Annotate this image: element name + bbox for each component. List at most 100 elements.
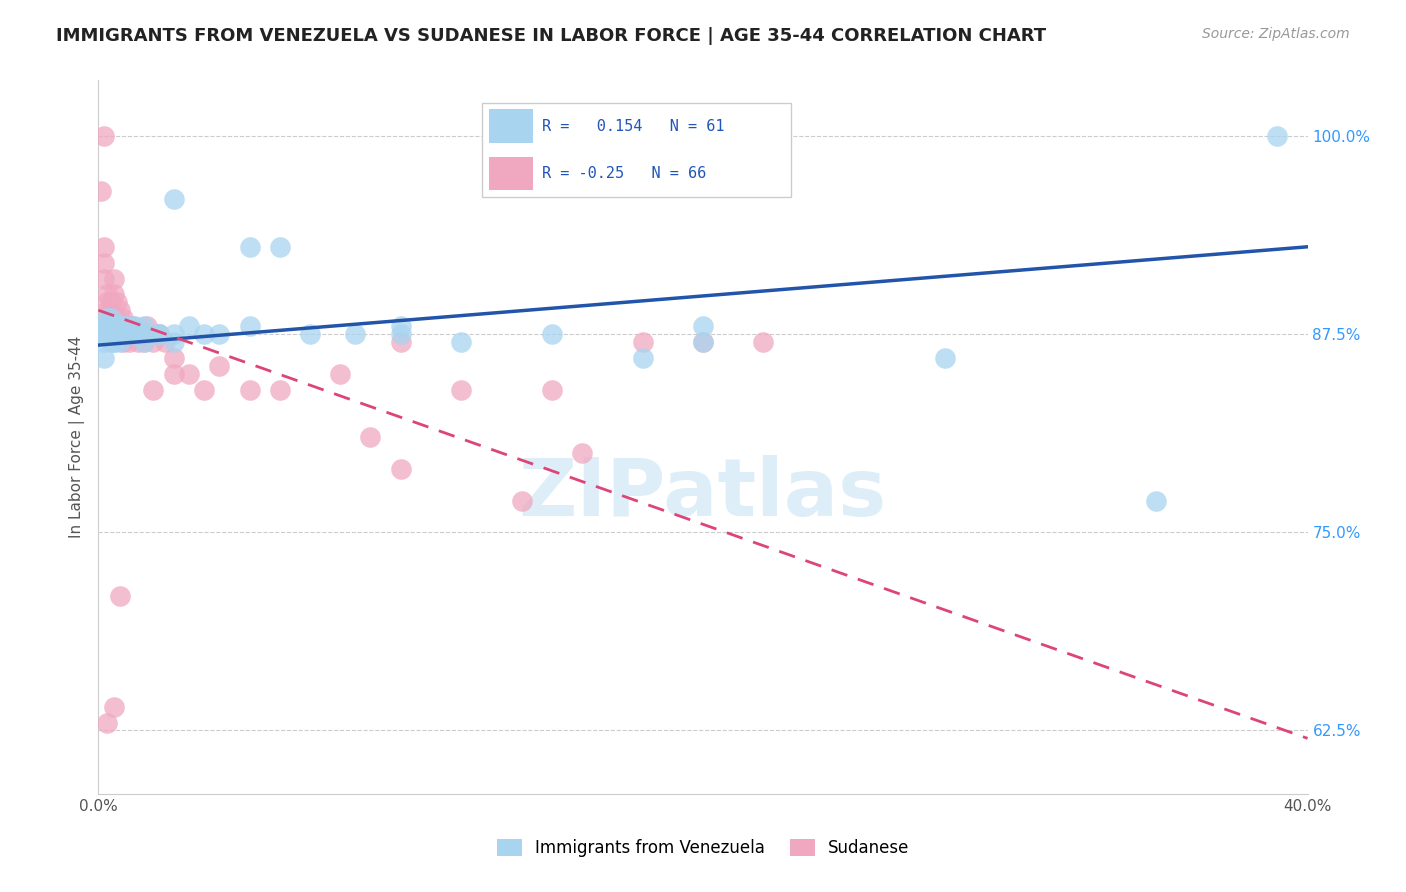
Point (179, 319, 201, 334)
Point (103, 326, 125, 341)
Point (93, 271, 115, 285)
Point (103, 319, 125, 334)
Point (163, 192, 186, 206)
Point (450, 383, 472, 397)
Point (389, 462, 412, 476)
Point (132, 326, 155, 341)
Point (108, 589, 131, 603)
Point (90, 319, 112, 334)
Point (208, 359, 231, 373)
Point (103, 699, 125, 714)
Point (179, 367, 201, 381)
Point (1144, 493, 1167, 508)
Point (93, 351, 115, 365)
Point (692, 334, 714, 349)
Point (103, 287, 125, 301)
Point (139, 326, 162, 341)
Point (93, 240, 115, 254)
Point (118, 334, 141, 349)
Point (111, 334, 134, 349)
Point (118, 326, 141, 341)
Point (103, 271, 125, 285)
Point (148, 326, 170, 341)
Point (105, 326, 128, 341)
Point (571, 446, 593, 460)
Point (90, 319, 112, 334)
Point (389, 319, 412, 334)
Point (96, 326, 118, 341)
Legend: Immigrants from Venezuela, Sudanese: Immigrants from Venezuela, Sudanese (489, 832, 917, 864)
Point (239, 383, 262, 397)
Y-axis label: In Labor Force | Age 35-44: In Labor Force | Age 35-44 (69, 336, 84, 538)
Point (121, 319, 143, 334)
Point (118, 319, 141, 334)
Point (450, 334, 472, 349)
Point (631, 351, 654, 365)
Point (124, 326, 146, 341)
Point (100, 319, 122, 334)
Point (105, 326, 128, 341)
Point (96, 715, 118, 730)
Point (90, 184, 112, 198)
Point (114, 326, 136, 341)
Point (148, 326, 170, 341)
Point (93, 128, 115, 143)
Point (108, 326, 131, 341)
Point (135, 319, 157, 334)
Point (100, 303, 122, 318)
Point (127, 334, 149, 349)
Point (96, 319, 118, 334)
Point (105, 326, 128, 341)
Point (163, 367, 186, 381)
Point (132, 319, 155, 334)
Point (389, 334, 412, 349)
Point (129, 326, 152, 341)
Point (142, 383, 165, 397)
Point (239, 240, 262, 254)
Point (114, 326, 136, 341)
Point (114, 319, 136, 334)
Point (163, 334, 186, 349)
Point (344, 326, 367, 341)
Point (108, 319, 131, 334)
Text: Source: ZipAtlas.com: Source: ZipAtlas.com (1202, 27, 1350, 41)
Point (93, 334, 115, 349)
Point (100, 311, 122, 326)
Point (540, 128, 562, 143)
Point (269, 240, 291, 254)
Point (934, 351, 956, 365)
Point (193, 326, 215, 341)
Point (208, 326, 231, 341)
Text: IMMIGRANTS FROM VENEZUELA VS SUDANESE IN LABOR FORCE | AGE 35-44 CORRELATION CHA: IMMIGRANTS FROM VENEZUELA VS SUDANESE IN… (56, 27, 1046, 45)
Point (100, 295, 122, 310)
Point (239, 319, 262, 334)
Point (118, 326, 141, 341)
Point (540, 383, 562, 397)
Point (148, 326, 170, 341)
Point (108, 334, 131, 349)
Point (111, 326, 134, 341)
Point (105, 295, 128, 310)
Point (108, 319, 131, 334)
Point (96, 326, 118, 341)
Point (132, 334, 155, 349)
Point (752, 334, 775, 349)
Point (132, 334, 155, 349)
Point (118, 326, 141, 341)
Point (631, 334, 654, 349)
Point (163, 326, 186, 341)
Point (96, 303, 118, 318)
Point (193, 383, 215, 397)
Point (96, 319, 118, 334)
Point (142, 334, 165, 349)
Point (111, 319, 134, 334)
Point (100, 334, 122, 349)
Point (105, 311, 128, 326)
Point (692, 319, 714, 334)
Point (103, 319, 125, 334)
Point (163, 351, 186, 365)
Point (100, 326, 122, 341)
Point (105, 319, 128, 334)
Point (96, 295, 118, 310)
Point (93, 326, 115, 341)
